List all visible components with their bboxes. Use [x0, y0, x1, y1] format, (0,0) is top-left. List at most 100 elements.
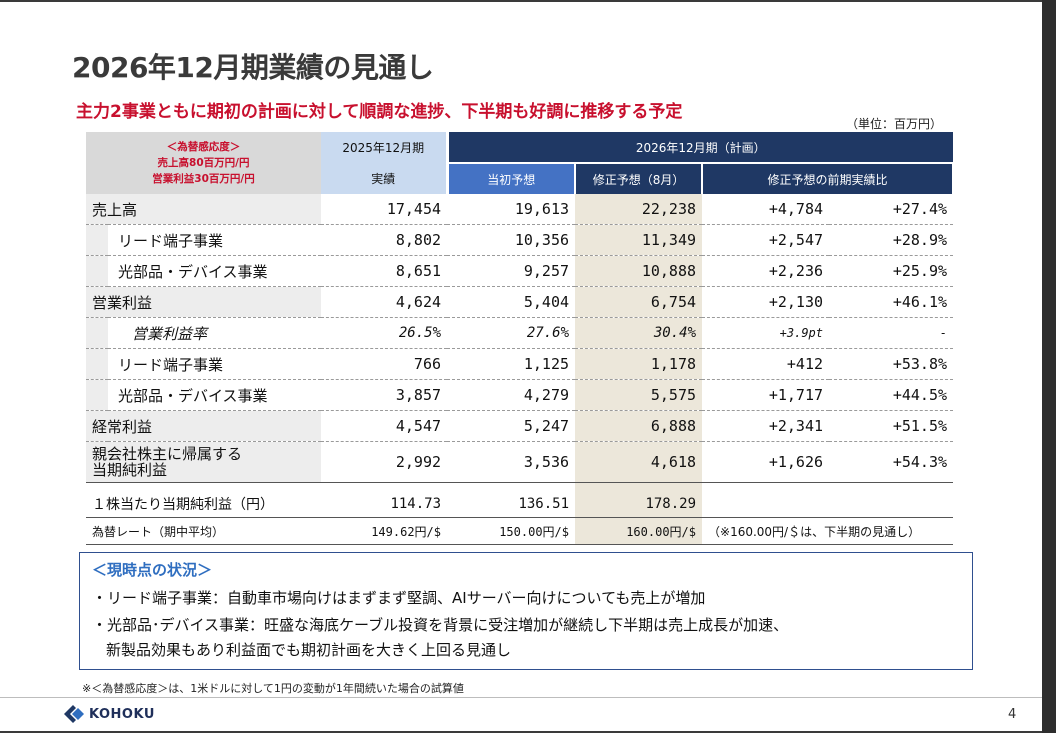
cell-revised: 160.00円/$: [575, 517, 703, 545]
cell-pct: +28.9%: [829, 224, 954, 256]
cell-revised: 1,178: [575, 348, 703, 380]
table-row-operating-margin: 営業利益率 26.5% 27.6% 30.4% +3.9pt -: [86, 317, 954, 349]
table-row-sales-optical: 光部品・デバイス事業 8,651 9,257 10,888 +2,236 +25…: [86, 255, 954, 287]
cell-pct: -: [829, 317, 954, 349]
cell-pct: +46.1%: [829, 286, 954, 318]
status-line: ・光部品･デバイス事業：旺盛な海底ケーブル投資を背景に受注増加が継続し下半期は売…: [92, 616, 789, 634]
logo-text: KOHOKU: [89, 706, 155, 722]
cell-pct: +44.5%: [829, 379, 954, 411]
cell-actual: 17,454: [321, 194, 448, 225]
page-title: 2026年12月期業績の見通し: [72, 51, 434, 84]
row-label-line1: 親会社株主に帰属する: [92, 445, 243, 463]
row-label: リード端子事業: [108, 348, 322, 380]
row-label: １株当たり当期純利益（円）: [86, 491, 322, 518]
row-indent: [86, 348, 108, 380]
cell-diff: +2,341: [702, 410, 830, 442]
cell-revised: 22,238: [575, 194, 703, 225]
table-gap: [86, 482, 954, 491]
cell-diff: +2,236: [702, 255, 830, 287]
cell-actual: 2,992: [321, 441, 448, 483]
fx-note: （※160.00円/＄は、下半期の見通し）: [702, 517, 954, 545]
cell-initial: 9,257: [447, 255, 576, 287]
cell-actual: 149.62円/$: [321, 517, 448, 545]
footer-divider: [0, 697, 1042, 698]
forecast-table: ＜為替感応度＞ 売上高80百万円/円 営業利益30百万円/円 2025年12月期…: [86, 132, 955, 545]
cell-pct: +27.4%: [829, 194, 954, 225]
row-indent: [86, 224, 108, 256]
cell-diff: +2,130: [702, 286, 830, 318]
cell-diff: +1,717: [702, 379, 830, 411]
row-label: 光部品・デバイス事業: [108, 255, 322, 287]
table-row-eps: １株当たり当期純利益（円） 114.73 136.51 178.29: [86, 491, 954, 518]
status-title: ＜現時点の状況＞: [92, 561, 213, 579]
fx-sensitivity-box: ＜為替感応度＞ 売上高80百万円/円 営業利益30百万円/円: [86, 132, 322, 194]
fx-sensitivity-op: 営業利益30百万円/円: [152, 173, 255, 185]
cell-revised: 6,754: [575, 286, 703, 318]
header-fy2025: 2025年12月期: [321, 132, 449, 163]
cell-diff: +2,547: [702, 224, 830, 256]
page-subtitle: 主力2事業ともに期初の計画に対して順調な進捗、下半期も好調に推移する予定: [76, 102, 683, 122]
cell-initial: 4,279: [447, 379, 576, 411]
cell-initial: 1,125: [447, 348, 576, 380]
table-row-operating-profit: 営業利益 4,624 5,404 6,754 +2,130 +46.1%: [86, 286, 954, 318]
footnote: ※＜為替感応度＞は、1米ドルに対して1円の変動が1年間続いた場合の試算値: [82, 682, 464, 695]
header-actual: 実績: [321, 163, 449, 194]
cell-actual: 3,857: [321, 379, 448, 411]
cell-initial: 136.51: [447, 491, 576, 518]
cell-initial: 150.00円/$: [447, 517, 576, 545]
table-row-fx-rate: 為替レート（期中平均） 149.62円/$ 150.00円/$ 160.00円/…: [86, 517, 954, 545]
cell-revised: 4,618: [575, 441, 703, 483]
cell-revised: 6,888: [575, 410, 703, 442]
table-row-net-income: 親会社株主に帰属する 当期純利益 2,992 3,536 4,618 +1,62…: [86, 441, 954, 483]
header-fy2026: 2026年12月期（計画）: [447, 132, 954, 164]
row-label: 光部品・デバイス事業: [108, 379, 322, 411]
cell-diff: +4,784: [702, 194, 830, 225]
row-label: 営業利益: [86, 286, 322, 318]
row-label: リード端子事業: [108, 224, 322, 256]
cell-actual: 4,624: [321, 286, 448, 318]
cell-diff: +1,626: [702, 441, 830, 483]
header-revised: 修正予想（8月）: [575, 163, 704, 194]
fx-sensitivity-title: ＜為替感応度＞: [166, 141, 241, 153]
cell-initial: 19,613: [447, 194, 576, 225]
row-label: 売上高: [86, 194, 322, 225]
table-row-sales-lead: リード端子事業 8,802 10,356 11,349 +2,547 +28.9…: [86, 224, 954, 256]
cell-revised: 5,575: [575, 379, 703, 411]
cell-pct: +53.8%: [829, 348, 954, 380]
company-logo: KOHOKU: [64, 705, 155, 723]
cell-actual: 8,802: [321, 224, 448, 256]
cell-pct: +54.3%: [829, 441, 954, 483]
fx-sensitivity-sales: 売上高80百万円/円: [157, 157, 250, 169]
row-label: 経常利益: [86, 410, 322, 442]
header-initial: 当初予想: [447, 163, 577, 194]
cell-revised: 30.4%: [575, 317, 703, 349]
row-label: 親会社株主に帰属する 当期純利益: [86, 441, 322, 483]
cell-initial: 5,247: [447, 410, 576, 442]
cell-diff: +412: [702, 348, 830, 380]
table-row-sales: 売上高 17,454 19,613 22,238 +4,784 +27.4%: [86, 194, 954, 225]
row-indent: [86, 255, 108, 287]
row-label: 営業利益率: [108, 317, 322, 349]
status-line: ・リード端子事業：自動車市場向けはまずまず堅調、AIサーバー向けについても売上が…: [92, 589, 706, 607]
row-label: 為替レート（期中平均）: [86, 517, 322, 545]
page-number: 4: [1008, 707, 1017, 722]
status-box: ＜現時点の状況＞ ・リード端子事業：自動車市場向けはまずまず堅調、AIサーバー向…: [79, 552, 973, 670]
cell-actual: 4,547: [321, 410, 448, 442]
kohoku-logo-icon: [64, 705, 84, 723]
header-compare: 修正予想の前期実績比: [702, 163, 955, 194]
row-label-line2: 当期純利益: [92, 461, 168, 479]
table-row-op-lead: リード端子事業 766 1,125 1,178 +412 +53.8%: [86, 348, 954, 380]
row-indent: [86, 379, 108, 411]
cell-actual: 114.73: [321, 491, 448, 518]
table-row-op-optical: 光部品・デバイス事業 3,857 4,279 5,575 +1,717 +44.…: [86, 379, 954, 411]
cell-initial: 5,404: [447, 286, 576, 318]
cell-initial: 27.6%: [447, 317, 576, 349]
unit-label: （単位：百万円）: [846, 117, 943, 131]
cell-actual: 26.5%: [321, 317, 448, 349]
status-line: 新製品効果もあり利益面でも期初計画を大きく上回る見通し: [106, 641, 512, 659]
cell-revised: 10,888: [575, 255, 703, 287]
window-edge: [1042, 0, 1056, 733]
table-row-ordinary-profit: 経常利益 4,547 5,247 6,888 +2,341 +51.5%: [86, 410, 954, 442]
cell-actual: 766: [321, 348, 448, 380]
cell-diff: +3.9pt: [702, 317, 830, 349]
